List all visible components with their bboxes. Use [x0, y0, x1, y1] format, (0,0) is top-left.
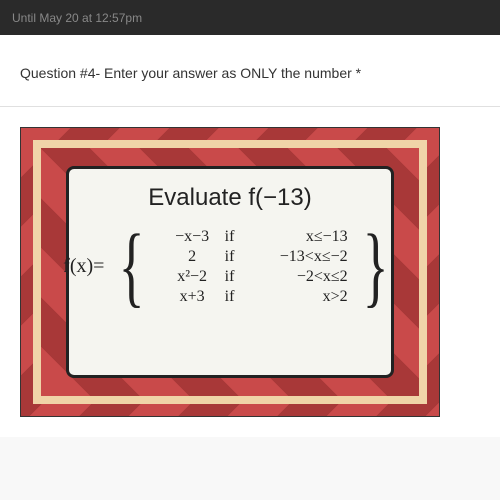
fx-label: f(x)= [63, 255, 104, 278]
brace-right-icon: } [362, 224, 388, 310]
pw-row-1: −x−3 if x≤−13 [160, 228, 348, 246]
cond-3: −2<x≤2 [253, 268, 348, 286]
if-4: if [225, 288, 253, 306]
cond-2: −13<x≤−2 [253, 248, 348, 266]
if-2: if [225, 248, 253, 266]
pw-row-4: x+3 if x>2 [160, 288, 348, 306]
cond-1: x≤−13 [253, 228, 348, 246]
expr-4: x+3 [160, 288, 225, 306]
piecewise-function: f(x)= { −x−3 if x≤−13 2 if −13<x≤−2 [63, 224, 397, 310]
panel-title: Evaluate f(−13) [148, 184, 311, 212]
expr-2: 2 [160, 248, 225, 266]
cond-4: x>2 [253, 288, 348, 306]
image-wrapper: Evaluate f(−13) f(x)= { −x−3 if x≤−13 2 … [0, 107, 500, 437]
expr-1: −x−3 [160, 228, 225, 246]
question-section: Question #4- Enter your answer as ONLY t… [0, 35, 500, 107]
if-3: if [225, 268, 253, 286]
question-text: Question #4- Enter your answer as ONLY t… [20, 65, 480, 81]
expr-3: x²−2 [160, 268, 225, 286]
decorative-frame: Evaluate f(−13) f(x)= { −x−3 if x≤−13 2 … [20, 127, 440, 417]
brace-left-icon: { [119, 224, 145, 310]
piecewise-rows: −x−3 if x≤−13 2 if −13<x≤−2 x²−2 if [160, 228, 348, 306]
math-panel: Evaluate f(−13) f(x)= { −x−3 if x≤−13 2 … [66, 166, 394, 378]
pw-row-2: 2 if −13<x≤−2 [160, 248, 348, 266]
content-area: Question #4- Enter your answer as ONLY t… [0, 35, 500, 500]
top-banner: Until May 20 at 12:57pm [0, 0, 500, 35]
if-1: if [225, 228, 253, 246]
pw-row-3: x²−2 if −2<x≤2 [160, 268, 348, 286]
banner-text: Until May 20 at 12:57pm [12, 11, 142, 25]
